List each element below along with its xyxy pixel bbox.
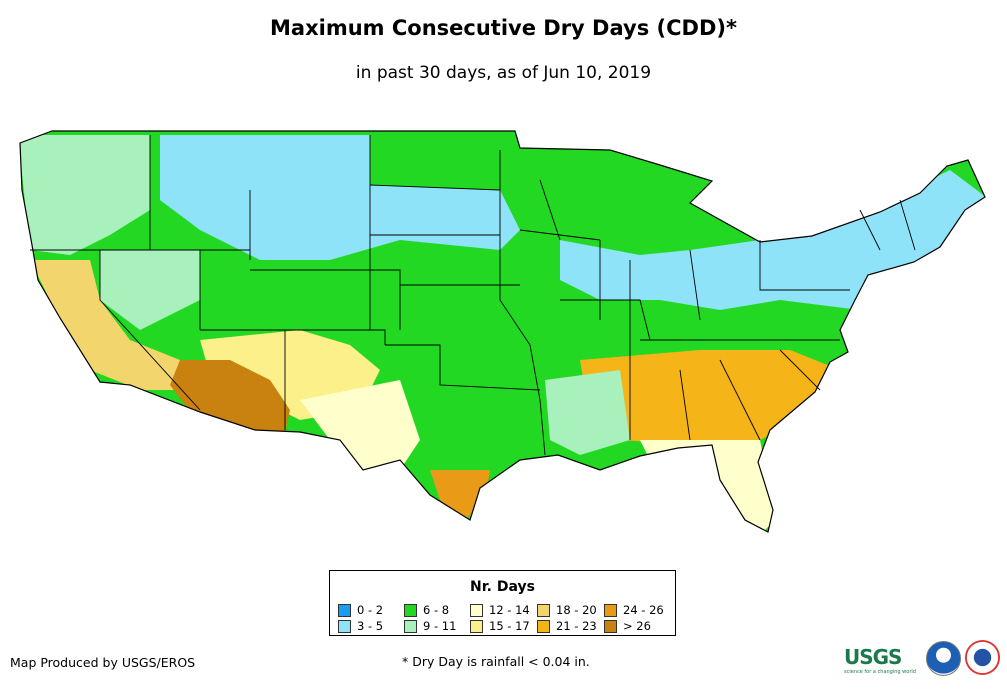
- legend-label: 21 - 23: [556, 619, 597, 633]
- legend-swatch: [604, 619, 617, 633]
- legend-label: 9 - 11: [423, 619, 457, 633]
- nws-logo: [965, 640, 1000, 675]
- legend-swatch: [470, 603, 483, 617]
- usgs-logo: USGS: [844, 645, 902, 669]
- legend-item: 18 - 20: [537, 602, 604, 618]
- legend-item: > 26: [604, 618, 670, 634]
- noaa-logo: [926, 641, 961, 676]
- region-florida: [640, 440, 775, 532]
- region-great-basin: [100, 250, 200, 330]
- region-california-coast: [30, 260, 200, 390]
- legend-title: Nr. Days: [470, 579, 535, 595]
- region-texas-west: [300, 380, 420, 470]
- legend-swatch: [404, 619, 417, 633]
- usgs-tagline: science for a changing world: [844, 669, 916, 675]
- legend-label: 6 - 8: [423, 603, 450, 617]
- legend-item: 3 - 5: [338, 618, 404, 634]
- legend-label: 18 - 20: [556, 603, 597, 617]
- legend-item: 21 - 23: [537, 618, 604, 634]
- legend-swatch: [537, 603, 550, 617]
- legend-item: 24 - 26: [604, 602, 670, 618]
- map-credit: Map Produced by USGS/EROS: [10, 655, 196, 670]
- legend-grid: 0 - 2 6 - 8 12 - 14 18 - 20 24 - 26 3 - …: [338, 602, 673, 634]
- region-mississippi: [545, 370, 630, 455]
- dryness-fill-layer: [20, 131, 985, 532]
- legend-item: 0 - 2: [338, 602, 404, 618]
- legend-item: 6 - 8: [404, 602, 470, 618]
- legend-label: 3 - 5: [357, 619, 384, 633]
- legend-label: 15 - 17: [489, 619, 530, 633]
- legend-label: > 26: [623, 619, 651, 633]
- region-southeast: [580, 350, 840, 445]
- legend-swatch: [338, 619, 351, 633]
- legend-box: Nr. Days 0 - 2 6 - 8 12 - 14 18 - 20 24 …: [329, 570, 676, 636]
- region-pacific-northwest: [20, 135, 150, 255]
- legend-item: 15 - 17: [470, 618, 537, 634]
- legend-label: 24 - 26: [623, 603, 664, 617]
- dry-day-footnote: * Dry Day is rainfall < 0.04 in.: [402, 654, 590, 669]
- map-subtitle: in past 30 days, as of Jun 10, 2019: [355, 63, 652, 83]
- map-title: Maximum Consecutive Dry Days (CDD)*: [270, 16, 737, 40]
- legend-swatch: [604, 603, 617, 617]
- agency-logos: USGS science for a changing world: [842, 636, 1007, 682]
- legend-label: 12 - 14: [489, 603, 530, 617]
- region-midwest: [420, 300, 560, 390]
- state-borders: [30, 135, 916, 456]
- legend-swatch: [338, 603, 351, 617]
- legend-swatch: [404, 603, 417, 617]
- legend-swatch: [470, 619, 483, 633]
- region-south-texas: [430, 470, 490, 520]
- legend-swatch: [537, 619, 550, 633]
- legend-item: 12 - 14: [470, 602, 537, 618]
- legend-label: 0 - 2: [357, 603, 384, 617]
- legend-item: 9 - 11: [404, 618, 470, 634]
